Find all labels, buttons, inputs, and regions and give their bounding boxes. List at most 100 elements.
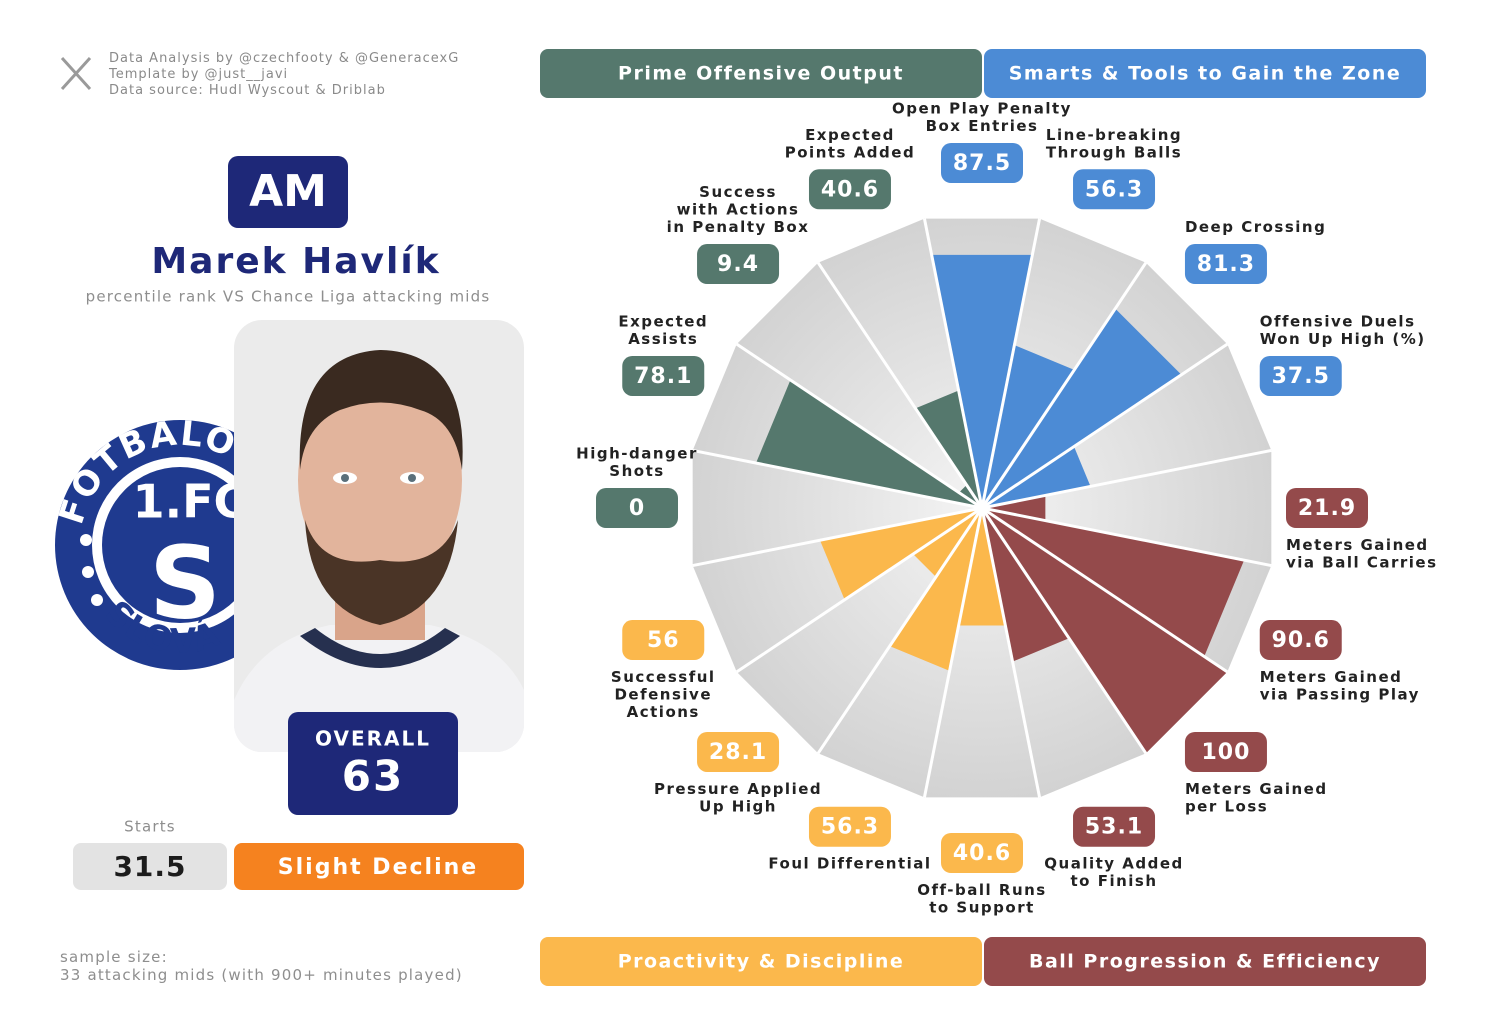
logo-text: 1.FC — [133, 475, 248, 529]
value-label: 90.6 — [1272, 628, 1330, 653]
sample-note: sample size: — [60, 948, 168, 966]
credit: Template by @just__javi — [108, 67, 288, 82]
group-header — [984, 49, 1426, 98]
bar — [982, 495, 1046, 521]
slice-separator — [980, 218, 1042, 509]
value-label: 40.6 — [953, 841, 1011, 866]
metric-name: Successful Defensive Actions — [611, 668, 716, 721]
value-box — [941, 833, 1023, 873]
bar — [982, 508, 1228, 754]
bar — [982, 308, 1182, 508]
starts-value: 31.5 — [113, 850, 186, 883]
slice-separator — [816, 261, 984, 509]
group-name: Smarts & Tools to Gain the Zone — [1009, 63, 1402, 85]
slice-separator — [981, 506, 1229, 674]
value-label: 87.5 — [953, 151, 1011, 176]
x-logo — [60, 56, 92, 91]
bar — [915, 390, 982, 508]
slice-separator — [692, 506, 983, 568]
bar — [913, 508, 982, 577]
bar — [958, 508, 1006, 626]
metric-name: Expected Points Added — [785, 126, 915, 162]
pizza-chart: 87.5 Open Play Penalty Box Entries 56.3 Line… — [576, 100, 1436, 917]
bar — [982, 508, 1070, 662]
trend: Slight Decline — [278, 855, 478, 880]
value-box — [1184, 244, 1267, 285]
slice-separator — [922, 218, 984, 509]
bar — [889, 508, 982, 671]
slice-separator — [980, 507, 1042, 798]
position-badge — [228, 156, 348, 228]
value-label: 9.4 — [717, 252, 759, 277]
group-header — [984, 937, 1426, 986]
bar — [982, 345, 1075, 508]
slice-separator — [735, 342, 983, 510]
metric-name: Meters Gained per Loss — [1185, 780, 1328, 816]
value-box — [1286, 488, 1368, 528]
slice-background — [982, 450, 1272, 566]
trend-box — [234, 843, 524, 890]
bar — [819, 508, 982, 600]
value-box — [1259, 355, 1342, 396]
credit: Data Analysis by @czechfooty & @Generace… — [109, 51, 459, 66]
metric-name: Success with Actions in Penalty Box — [667, 183, 810, 236]
value-label: 56 — [647, 628, 680, 653]
value-box — [1073, 169, 1156, 210]
value-box — [596, 488, 678, 528]
bar — [982, 508, 1245, 657]
player-photo — [234, 320, 524, 752]
overall-label: OVERALL — [315, 727, 431, 751]
metric-name: Expected Assists — [618, 312, 708, 348]
overall-box — [288, 712, 458, 815]
value-label: 0 — [629, 496, 645, 521]
value-label: 56.3 — [821, 815, 879, 840]
credit: Data source: Hudl Wyscout & Driblab — [109, 83, 386, 98]
position: AM — [249, 166, 327, 217]
slice-separator — [816, 507, 984, 755]
metric-name: Pressure Applied Up High — [654, 780, 822, 816]
slice-background — [924, 508, 1040, 798]
value-box — [808, 169, 891, 210]
metric-name: High-danger Shots — [576, 445, 698, 481]
subtitle: percentile rank VS Chance Liga attacking… — [86, 288, 491, 306]
bar — [958, 484, 982, 508]
value-box — [1259, 620, 1342, 661]
value-label: 53.1 — [1085, 815, 1143, 840]
value-box — [808, 806, 891, 847]
starts-label: Starts — [124, 818, 176, 836]
slice-separator — [692, 448, 983, 510]
value-box — [697, 244, 780, 285]
value-box — [622, 620, 705, 661]
logo-text: S — [149, 524, 221, 641]
metric-name: Line-breaking Through Balls — [1046, 126, 1182, 162]
metric-name: Open Play Penalty Box Entries — [892, 100, 1072, 136]
value-label: 21.9 — [1298, 496, 1356, 521]
value-box — [1073, 806, 1156, 847]
value-box — [941, 143, 1023, 183]
overall-value: 63 — [342, 752, 404, 801]
metric-name: Foul Differential — [768, 855, 931, 873]
value-label: 78.1 — [634, 364, 692, 389]
bar — [756, 379, 982, 508]
value-label: 56.3 — [1085, 177, 1143, 202]
metric-name: Meters Gained via Passing Play — [1260, 668, 1420, 704]
value-label: 28.1 — [709, 740, 767, 765]
slice-separator — [980, 261, 1148, 509]
slice-separator — [981, 506, 1272, 568]
value-box — [1184, 731, 1267, 772]
starts-box — [73, 843, 227, 890]
metric-name: Deep Crossing — [1185, 218, 1326, 236]
value-label: 37.5 — [1272, 364, 1330, 389]
group-name: Proactivity & Discipline — [618, 951, 905, 973]
bar — [982, 446, 1091, 508]
player-name: Marek Havlík — [151, 241, 440, 282]
value-label: 81.3 — [1197, 252, 1255, 277]
slice-separator — [922, 507, 984, 798]
slice-separator — [981, 342, 1229, 510]
group-header — [540, 49, 982, 98]
metric-name: Quality Added to Finish — [1044, 855, 1184, 891]
slice-background — [736, 262, 982, 508]
metric-name: Off-ball Runs to Support — [917, 881, 1046, 917]
value-box — [697, 731, 780, 772]
